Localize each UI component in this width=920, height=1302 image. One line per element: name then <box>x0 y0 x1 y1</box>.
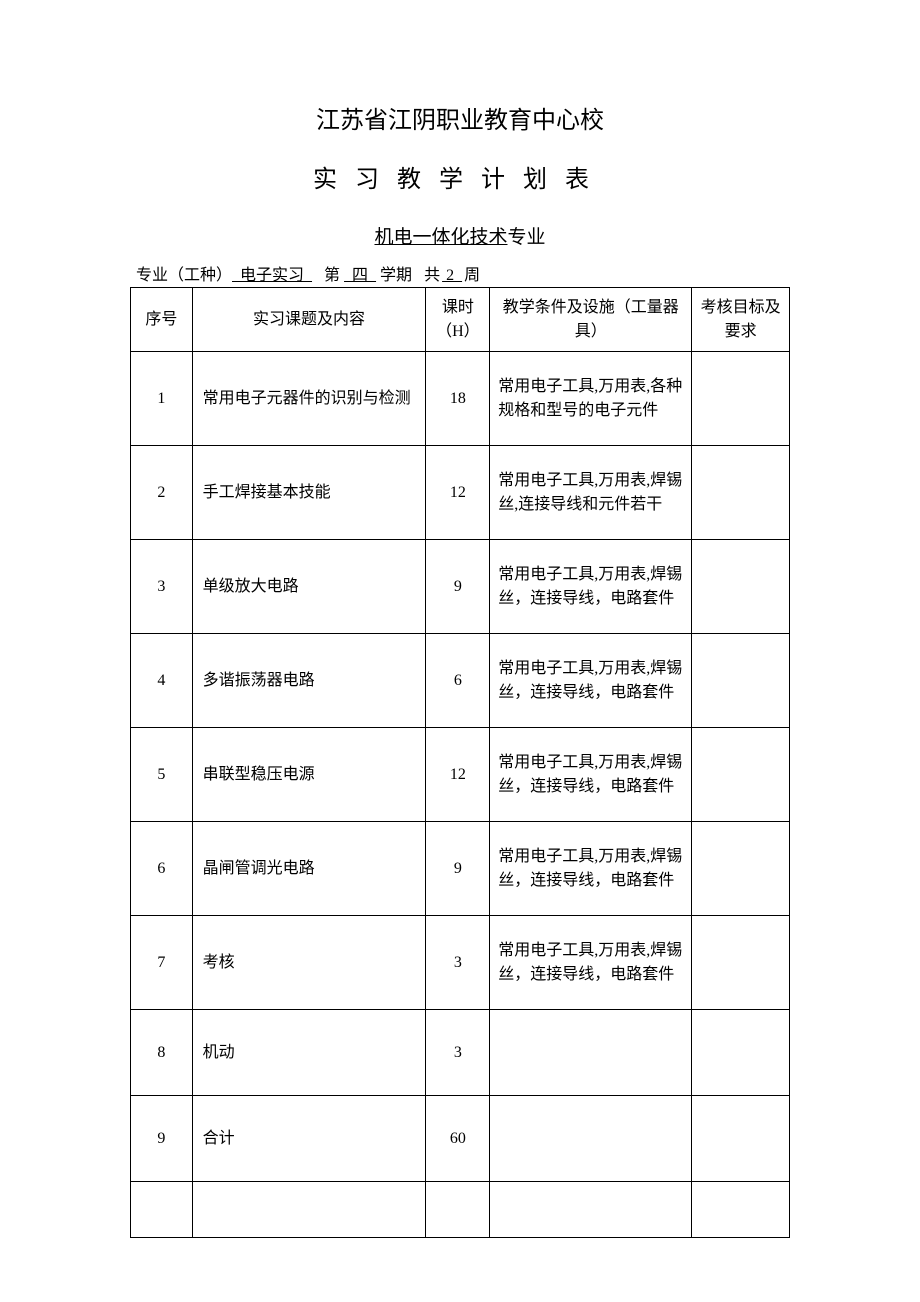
major-name: 机电一体化技术 <box>374 227 507 248</box>
meta-weeks-prefix: 共 <box>424 267 440 284</box>
meta-weeks-suffix: 周 <box>464 267 480 284</box>
cell-seq: 4 <box>131 634 193 728</box>
cell-topic: 单级放大电路 <box>192 540 426 634</box>
cell-hours: 3 <box>426 916 490 1010</box>
table-row: 3 单级放大电路 9 常用电子工具,万用表,焊锡丝，连接导线，电路套件 <box>131 540 790 634</box>
cell-assess <box>692 540 790 634</box>
cell-cond: 常用电子工具,万用表,焊锡丝，连接导线，电路套件 <box>490 634 692 728</box>
cell-cond: 常用电子工具,万用表,焊锡丝，连接导线，电路套件 <box>490 728 692 822</box>
cell-seq: 3 <box>131 540 193 634</box>
table-row: 5 串联型稳压电源 12 常用电子工具,万用表,焊锡丝，连接导线，电路套件 <box>131 728 790 822</box>
meta-line: 专业（工种） 电子实习 第 四 学期 共 2 周 <box>130 261 790 285</box>
cell-topic: 常用电子元器件的识别与检测 <box>192 352 426 446</box>
table-row: 7 考核 3 常用电子工具,万用表,焊锡丝，连接导线，电路套件 <box>131 916 790 1010</box>
cell-assess <box>692 728 790 822</box>
meta-sem-value: 四 <box>340 261 380 285</box>
meta-major-value: 电子实习 <box>232 261 312 285</box>
table-row: 6 晶闸管调光电路 9 常用电子工具,万用表,焊锡丝，连接导线，电路套件 <box>131 822 790 916</box>
cell-topic: 串联型稳压电源 <box>192 728 426 822</box>
meta-sem-prefix: 第 <box>324 267 340 284</box>
document-title: 实习教学计划表 <box>130 159 790 194</box>
col-header-hours: 课时（H） <box>426 288 490 352</box>
cell-topic: 多谐振荡器电路 <box>192 634 426 728</box>
cell-cond: 常用电子工具,万用表,焊锡丝，连接导线，电路套件 <box>490 822 692 916</box>
col-header-topic: 实习课题及内容 <box>192 288 426 352</box>
cell-cond <box>490 1096 692 1182</box>
cell-topic: 合计 <box>192 1096 426 1182</box>
cell-cond: 常用电子工具,万用表,焊锡丝，连接导线，电路套件 <box>490 916 692 1010</box>
meta-major-label: 专业（工种） <box>136 267 232 284</box>
cell-hours: 18 <box>426 352 490 446</box>
cell-cond: 常用电子工具,万用表,各种规格和型号的电子元件 <box>490 352 692 446</box>
table-row <box>131 1182 790 1238</box>
cell-seq: 1 <box>131 352 193 446</box>
cell-seq: 5 <box>131 728 193 822</box>
cell-hours <box>426 1182 490 1238</box>
cell-topic <box>192 1182 426 1238</box>
cell-topic: 晶闸管调光电路 <box>192 822 426 916</box>
cell-seq: 6 <box>131 822 193 916</box>
cell-cond: 常用电子工具,万用表,焊锡丝，连接导线，电路套件 <box>490 540 692 634</box>
cell-seq <box>131 1182 193 1238</box>
meta-weeks-value: 2 <box>440 267 464 285</box>
cell-assess <box>692 352 790 446</box>
cell-hours: 6 <box>426 634 490 728</box>
school-name: 江苏省江阴职业教育中心校 <box>130 100 790 135</box>
col-header-cond: 教学条件及设施（工量器具） <box>490 288 692 352</box>
col-header-assess: 考核目标及要求 <box>692 288 790 352</box>
cell-assess <box>692 446 790 540</box>
cell-seq: 9 <box>131 1096 193 1182</box>
cell-assess <box>692 916 790 1010</box>
cell-cond: 常用电子工具,万用表,焊锡丝,连接导线和元件若干 <box>490 446 692 540</box>
table-row: 9 合计 60 <box>131 1096 790 1182</box>
meta-sem-suffix: 学期 <box>380 267 412 284</box>
col-header-seq: 序号 <box>131 288 193 352</box>
table-row: 1 常用电子元器件的识别与检测 18 常用电子工具,万用表,各种规格和型号的电子… <box>131 352 790 446</box>
table-row: 8 机动 3 <box>131 1010 790 1096</box>
cell-topic: 机动 <box>192 1010 426 1096</box>
cell-seq: 2 <box>131 446 193 540</box>
cell-seq: 7 <box>131 916 193 1010</box>
cell-cond <box>490 1010 692 1096</box>
cell-assess <box>692 1010 790 1096</box>
cell-assess <box>692 822 790 916</box>
table-header-row: 序号 实习课题及内容 课时（H） 教学条件及设施（工量器具） 考核目标及要求 <box>131 288 790 352</box>
cell-assess <box>692 634 790 728</box>
cell-seq: 8 <box>131 1010 193 1096</box>
plan-table: 序号 实习课题及内容 课时（H） 教学条件及设施（工量器具） 考核目标及要求 1… <box>130 287 790 1238</box>
major-line: 机电一体化技术专业 <box>130 222 790 249</box>
cell-hours: 60 <box>426 1096 490 1182</box>
cell-assess <box>692 1096 790 1182</box>
table-row: 4 多谐振荡器电路 6 常用电子工具,万用表,焊锡丝，连接导线，电路套件 <box>131 634 790 728</box>
cell-hours: 3 <box>426 1010 490 1096</box>
major-suffix: 专业 <box>508 227 546 248</box>
cell-cond <box>490 1182 692 1238</box>
table-row: 2 手工焊接基本技能 12 常用电子工具,万用表,焊锡丝,连接导线和元件若干 <box>131 446 790 540</box>
cell-topic: 手工焊接基本技能 <box>192 446 426 540</box>
cell-topic: 考核 <box>192 916 426 1010</box>
cell-hours: 9 <box>426 540 490 634</box>
cell-hours: 12 <box>426 728 490 822</box>
cell-hours: 12 <box>426 446 490 540</box>
cell-assess <box>692 1182 790 1238</box>
cell-hours: 9 <box>426 822 490 916</box>
